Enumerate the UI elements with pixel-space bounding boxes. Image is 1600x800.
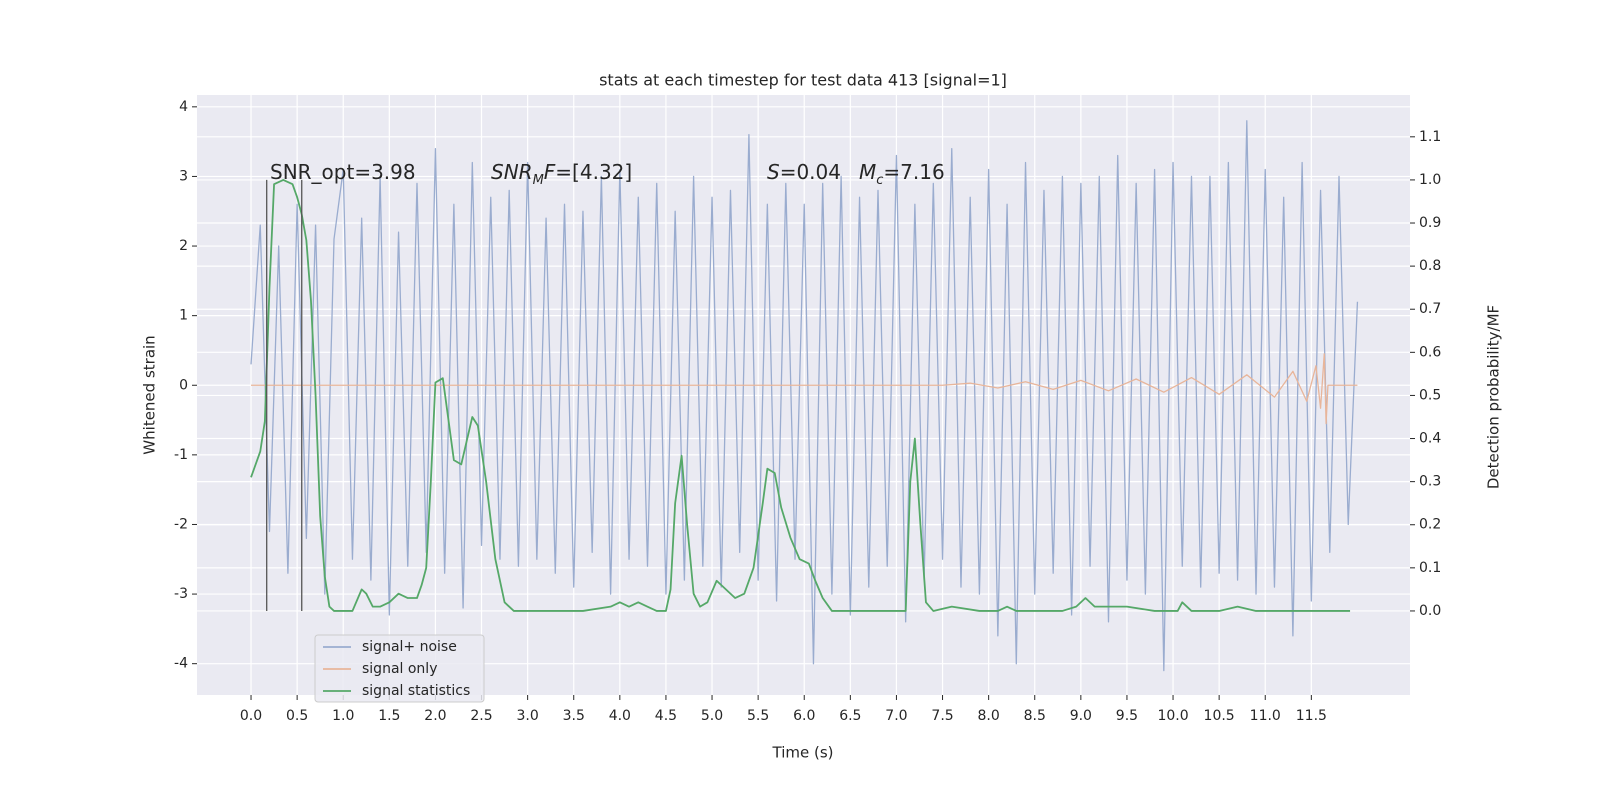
y2-tick-label: 0.3	[1419, 474, 1441, 490]
y2-tick-label: 0.2	[1419, 517, 1441, 533]
annotation-part: =7.16	[883, 160, 944, 184]
x-tick-label: 0.5	[286, 708, 308, 724]
x-tick-label: 7.0	[885, 708, 907, 724]
x-tick-label: 5.5	[747, 708, 769, 724]
x-tick-label: 9.5	[1116, 708, 1138, 724]
annotation-part: F	[544, 160, 556, 184]
y2-tick-label: 0.1	[1419, 560, 1441, 576]
annotation: S=0.04	[767, 160, 841, 184]
y2-tick-label: 1.0	[1419, 172, 1441, 188]
series-line	[251, 353, 1358, 425]
x-tick-label: 3.5	[563, 708, 585, 724]
x-tick-label: 2.5	[470, 708, 492, 724]
y-tick-label: -3	[174, 586, 188, 602]
annotation-part: SNR	[491, 160, 533, 184]
x-tick-label: 1.5	[378, 708, 400, 724]
annotation-part: S	[767, 160, 780, 184]
y-tick-label: 4	[179, 99, 188, 115]
annotation-part: SNR_opt=3.98	[270, 160, 416, 184]
annotation: Mc=7.16	[859, 160, 945, 189]
annotation-part: M	[533, 173, 544, 188]
legend-label: signal+ noise	[362, 639, 457, 655]
x-tick-label: 7.5	[931, 708, 953, 724]
annotation: SNRMF=[4.32]	[491, 160, 632, 189]
x-axis-label: Time (s)	[772, 744, 834, 762]
x-tick-label: 2.0	[424, 708, 446, 724]
x-tick-label: 11.0	[1250, 708, 1281, 724]
annotation-part: =0.04	[780, 160, 841, 184]
x-tick-label: 0.0	[240, 708, 262, 724]
y-tick-label: -2	[174, 516, 188, 532]
x-tick-label: 4.5	[655, 708, 677, 724]
annotation: SNR_opt=3.98	[270, 160, 416, 184]
y-tick-label: 3	[179, 168, 188, 184]
legend-box	[314, 634, 485, 703]
x-tick-label: 9.0	[1070, 708, 1092, 724]
y2-tick-label: 0.0	[1419, 603, 1441, 619]
series-line	[250, 179, 1351, 612]
x-tick-label: 6.0	[793, 708, 815, 724]
x-tick-label: 8.5	[1024, 708, 1046, 724]
y2-tick-label: 0.6	[1419, 344, 1441, 360]
series-line	[250, 120, 1359, 672]
x-tick-label: 8.0	[978, 708, 1000, 724]
y-tick-label: -4	[174, 656, 188, 672]
x-tick-label: 3.0	[517, 708, 539, 724]
x-tick-label: 10.5	[1204, 708, 1235, 724]
x-tick-label: 5.0	[701, 708, 723, 724]
annotation-part: =[4.32]	[555, 160, 632, 184]
y2-tick-label: 0.7	[1419, 301, 1441, 317]
chart-title: stats at each timestep for test data 413…	[599, 71, 1007, 90]
legend-label: signal statistics	[362, 683, 470, 699]
y2-tick-label: 0.8	[1419, 258, 1441, 274]
y2-tick-label: 0.9	[1419, 215, 1441, 231]
x-tick-label: 11.5	[1296, 708, 1327, 724]
annotation-part: M	[859, 160, 876, 184]
y-tick-label: 0	[179, 377, 188, 393]
annotation-part: c	[876, 173, 883, 188]
x-tick-label: 4.0	[609, 708, 631, 724]
x-tick-label: 6.5	[839, 708, 861, 724]
y2-tick-label: 0.5	[1419, 387, 1441, 403]
y2-axis-label: Detection probability/MF	[1485, 305, 1503, 489]
x-tick-label: 1.0	[332, 708, 354, 724]
x-tick-label: 10.0	[1157, 708, 1188, 724]
y-tick-label: 1	[179, 308, 188, 324]
y-axis-label: Whitened strain	[141, 335, 159, 454]
y2-tick-label: 0.4	[1419, 431, 1441, 447]
legend-label: signal only	[362, 661, 437, 677]
y-tick-label: -1	[174, 447, 188, 463]
y2-tick-label: 1.1	[1419, 129, 1441, 145]
y-tick-label: 2	[179, 238, 188, 254]
